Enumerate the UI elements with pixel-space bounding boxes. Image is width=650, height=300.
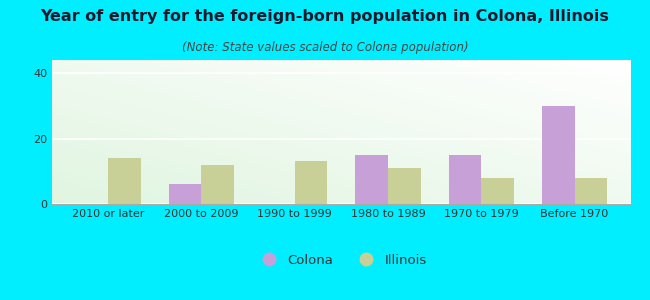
Bar xyxy=(168,184,202,204)
Text: Year of entry for the foreign-born population in Colona, Illinois: Year of entry for the foreign-born popul… xyxy=(40,9,610,24)
Bar xyxy=(448,155,481,204)
Bar xyxy=(542,106,575,204)
Legend: Colona, Illinois: Colona, Illinois xyxy=(250,249,432,272)
Text: (Note: State values scaled to Colona population): (Note: State values scaled to Colona pop… xyxy=(182,40,468,53)
Bar xyxy=(202,165,234,204)
Bar xyxy=(108,158,140,204)
Bar xyxy=(294,161,327,204)
Bar xyxy=(356,155,388,204)
Bar xyxy=(481,178,514,204)
Bar xyxy=(575,178,607,204)
Bar xyxy=(388,168,421,204)
